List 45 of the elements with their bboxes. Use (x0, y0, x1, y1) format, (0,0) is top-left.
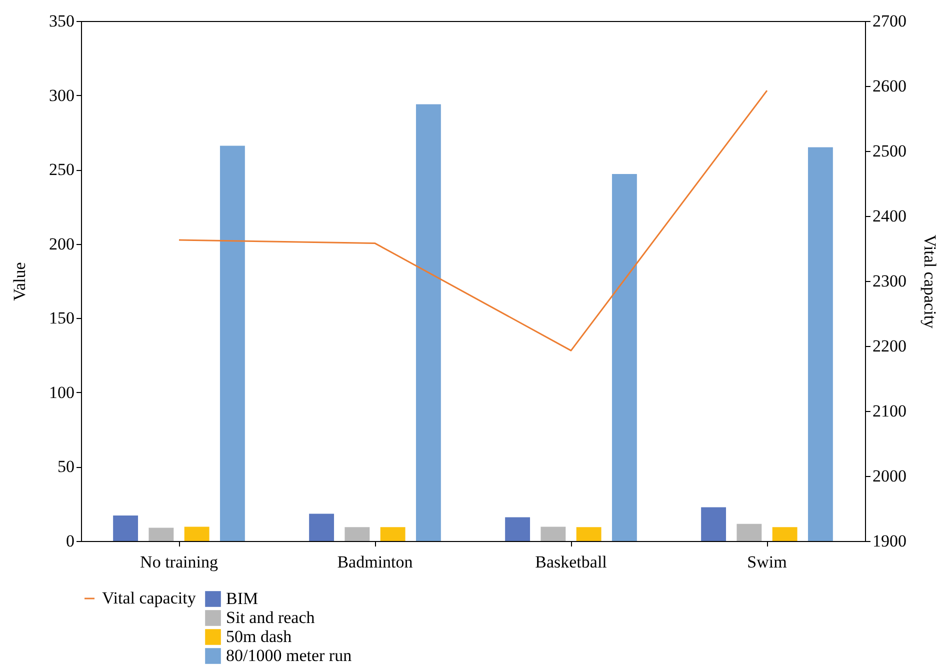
y-tick-label: 150 (49, 308, 74, 328)
bar (184, 526, 210, 541)
legend-label: Vital capacity (102, 588, 196, 608)
x-tick-label: Basketball (535, 552, 608, 572)
bar (505, 517, 530, 541)
x-tick-label: No training (140, 552, 218, 572)
x-tick-label: Badminton (337, 552, 414, 572)
y-tick-label: 50 (58, 457, 74, 476)
y2-tick-label: 2300 (872, 272, 906, 290)
bar (416, 104, 441, 541)
y2-tick-label: 2700 (872, 12, 906, 30)
legend-label: 80/1000 meter run (226, 646, 352, 665)
y-tick-label: 250 (49, 160, 74, 180)
bar (612, 174, 637, 541)
y2-tick-label: 2200 (872, 336, 906, 356)
bar (220, 146, 245, 541)
y2-tick-label: 1900 (872, 532, 906, 550)
line-series (178, 90, 768, 352)
legend-label: 50m dash (226, 627, 292, 646)
y-axis-title: Value (10, 262, 29, 301)
bar (736, 524, 762, 541)
y2-tick-label: 2100 (872, 402, 906, 420)
legend-label: Sit and reach (226, 608, 316, 627)
bar (148, 528, 174, 541)
y2-tick-label: 2500 (872, 142, 906, 160)
y2-tick-label: 2400 (872, 206, 906, 226)
y2-tick-label: 2600 (872, 76, 906, 96)
bar (113, 515, 138, 541)
y-tick-label: 300 (49, 86, 74, 105)
y-tick-label: 100 (49, 382, 74, 402)
y2-tick-label: 2000 (872, 466, 906, 486)
bar (344, 527, 370, 541)
y-tick-label: 350 (49, 12, 74, 30)
bar (772, 527, 798, 541)
x-tick-label: Swim (747, 552, 787, 572)
y-tick-label: 200 (49, 234, 74, 254)
y-tick-label: 0 (66, 532, 74, 550)
bar (309, 514, 334, 541)
bar (701, 507, 726, 541)
bar (540, 526, 566, 541)
y2-axis-title: Vital capacity (920, 234, 940, 329)
bar (576, 527, 602, 541)
legend-label: BIM (226, 589, 258, 608)
bar (380, 527, 406, 541)
bar (808, 147, 833, 541)
